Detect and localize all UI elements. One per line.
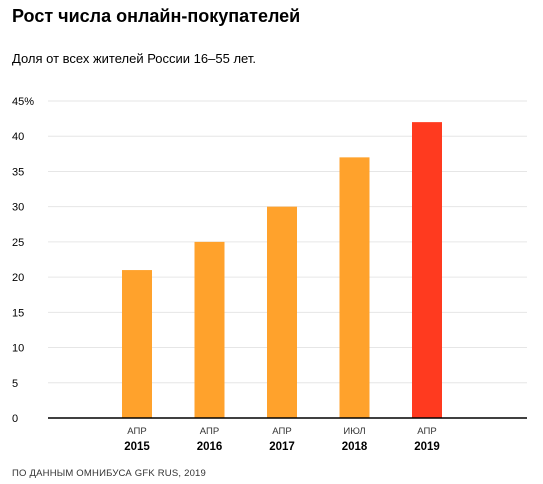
bar bbox=[412, 122, 442, 418]
x-tick-month: АПР bbox=[272, 426, 291, 437]
y-tick-label: 30 bbox=[12, 202, 24, 214]
x-tick-month: АПР bbox=[417, 426, 436, 437]
y-tick-label: 35 bbox=[12, 166, 24, 178]
y-tick-label: 40 bbox=[12, 131, 24, 143]
x-tick-year: 2017 bbox=[269, 441, 295, 453]
y-tick-label: 0 bbox=[12, 413, 18, 425]
x-tick-year: 2019 bbox=[414, 441, 440, 453]
x-tick-year: 2018 bbox=[342, 441, 368, 453]
x-tick-month: АПР bbox=[127, 426, 146, 437]
bar bbox=[122, 270, 152, 418]
bar bbox=[339, 157, 370, 418]
y-tick-label: 25 bbox=[12, 237, 24, 249]
source-note: ПО ДАННЫМ ОМНИБУСА GFK RUS, 2019 bbox=[12, 468, 207, 479]
y-tick-label: 10 bbox=[12, 343, 24, 355]
x-tick-month: ИЮЛ bbox=[343, 426, 365, 437]
x-tick-year: 2016 bbox=[197, 441, 223, 453]
bar bbox=[267, 206, 297, 418]
chart-title: Рост числа онлайн-покупателей bbox=[12, 6, 301, 26]
x-tick-month: АПР bbox=[200, 426, 219, 437]
y-tick-label: 15 bbox=[12, 307, 24, 319]
chart-subtitle: Доля от всех жителей России 16–55 лет. bbox=[12, 51, 256, 66]
y-tick-label: 5 bbox=[12, 378, 18, 390]
bar bbox=[194, 241, 225, 418]
y-tick-label: 45% bbox=[12, 96, 34, 108]
x-tick-year: 2015 bbox=[124, 441, 150, 453]
y-tick-label: 20 bbox=[12, 272, 24, 284]
